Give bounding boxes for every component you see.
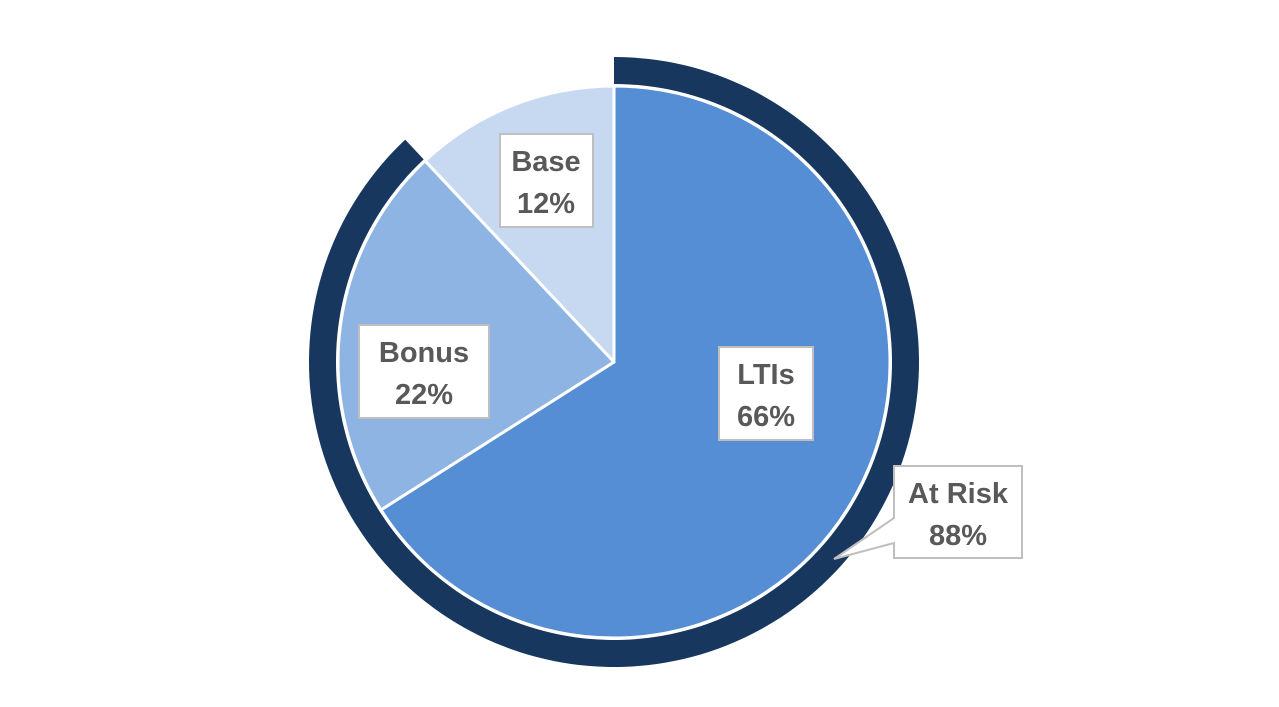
label-base: Base 12% [499,133,594,228]
label-bonus: Bonus 22% [358,324,490,419]
label-bonus-name: Bonus [379,337,469,369]
label-at-risk-value: 88% [929,520,987,552]
label-ltis: LTIs 66% [718,346,814,441]
at-risk-callout-box [833,465,1023,560]
label-ltis-value: 66% [737,401,795,433]
label-at-risk: At Risk 88% [833,465,1023,560]
slice-ltis [379,84,892,640]
label-at-risk-name: At Risk [908,478,1009,510]
label-bonus-value: 22% [395,379,453,411]
label-ltis-name: LTIs [737,359,794,391]
label-base-value: 12% [517,188,575,220]
label-base-name: Base [511,146,580,178]
